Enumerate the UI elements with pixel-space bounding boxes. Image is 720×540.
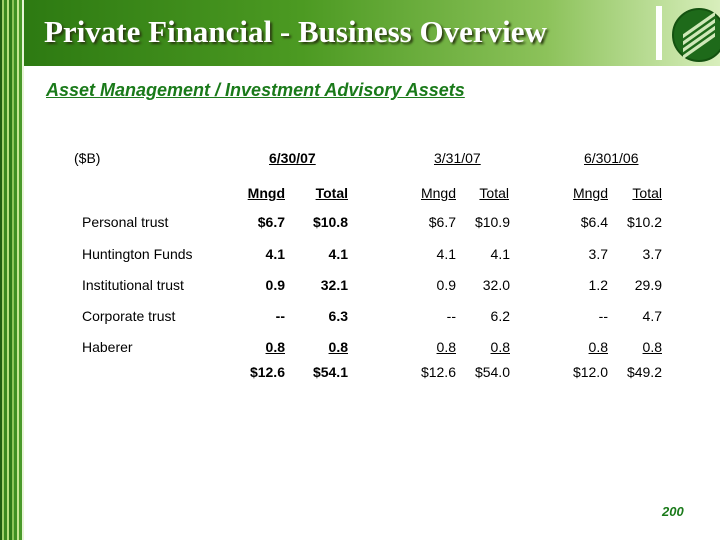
table-cell-total-1: 6.3 bbox=[328, 308, 348, 324]
table-cell-total-3: 4.7 bbox=[642, 308, 662, 324]
row-label: Personal trust bbox=[82, 214, 169, 230]
header-bar: Private Financial - Business Overview bbox=[24, 0, 720, 66]
table-cell-total-3: 3.7 bbox=[642, 246, 662, 262]
table-cell-total-2: 0.8 bbox=[490, 339, 510, 355]
table-cell-mngd-1: 0.9 bbox=[265, 277, 285, 293]
row-label: Corporate trust bbox=[82, 308, 176, 324]
col-header-total-3: Total bbox=[632, 185, 662, 201]
table-cell-mngd-2: 4.1 bbox=[436, 246, 456, 262]
period-header-2: 3/31/07 bbox=[434, 150, 481, 166]
table-cell-mngd-3: 0.8 bbox=[588, 339, 608, 355]
total-cell-total-3: $49.2 bbox=[626, 364, 662, 380]
total-cell-mngd-3: $12.0 bbox=[572, 364, 608, 380]
total-cell-mngd-2: $12.6 bbox=[420, 364, 456, 380]
table-cell-mngd-1: 0.8 bbox=[265, 339, 285, 355]
left-decorative-stripes bbox=[0, 0, 24, 540]
table-cell-mngd-3: $6.4 bbox=[580, 214, 608, 230]
table-cell-total-2: 6.2 bbox=[490, 308, 510, 324]
unit-label: ($B) bbox=[74, 150, 101, 166]
table-cell-total-2: $10.9 bbox=[474, 214, 510, 230]
col-header-mngd-2: Mngd bbox=[420, 185, 456, 201]
table-cell-mngd-3: 1.2 bbox=[588, 277, 608, 293]
period-header-3: 6/301/06 bbox=[584, 150, 639, 166]
row-label: Huntington Funds bbox=[82, 246, 193, 262]
total-cell-total-2: $54.0 bbox=[474, 364, 510, 380]
col-header-mngd-1: Mngd bbox=[247, 185, 285, 201]
table-cell-total-3: $10.2 bbox=[626, 214, 662, 230]
row-label: Institutional trust bbox=[82, 277, 184, 293]
table-cell-total-3: 29.9 bbox=[634, 277, 662, 293]
section-subtitle: Asset Management / Investment Advisory A… bbox=[46, 80, 465, 100]
table-cell-mngd-2: 0.9 bbox=[436, 277, 456, 293]
total-cell-mngd-1: $12.6 bbox=[249, 364, 285, 380]
header-divider bbox=[656, 6, 662, 60]
table-cell-total-1: 0.8 bbox=[328, 339, 348, 355]
table-cell-total-1: $10.8 bbox=[312, 214, 348, 230]
company-logo-icon bbox=[672, 8, 720, 62]
period-header-1: 6/30/07 bbox=[269, 150, 316, 166]
table-cell-total-3: 0.8 bbox=[642, 339, 662, 355]
total-cell-total-1: $54.1 bbox=[312, 364, 348, 380]
row-label: Haberer bbox=[82, 339, 133, 355]
page-title: Private Financial - Business Overview bbox=[44, 14, 547, 49]
table-cell-total-2: 32.0 bbox=[482, 277, 510, 293]
table-cell-mngd-2: 0.8 bbox=[436, 339, 456, 355]
table-cell-total-1: 4.1 bbox=[328, 246, 348, 262]
col-header-total-1: Total bbox=[315, 185, 348, 201]
table-cell-mngd-1: $6.7 bbox=[257, 214, 285, 230]
table-cell-mngd-3: 3.7 bbox=[588, 246, 608, 262]
page-number: 200 bbox=[662, 504, 684, 519]
table-cell-mngd-1: -- bbox=[275, 308, 285, 324]
table-cell-total-2: 4.1 bbox=[490, 246, 510, 262]
table-cell-mngd-2: $6.7 bbox=[428, 214, 456, 230]
table-cell-total-1: 32.1 bbox=[320, 277, 348, 293]
table-cell-mngd-2: -- bbox=[446, 308, 456, 324]
col-header-mngd-3: Mngd bbox=[572, 185, 608, 201]
table-cell-mngd-1: 4.1 bbox=[265, 246, 285, 262]
col-header-total-2: Total bbox=[479, 185, 509, 201]
table-cell-mngd-3: -- bbox=[598, 308, 608, 324]
